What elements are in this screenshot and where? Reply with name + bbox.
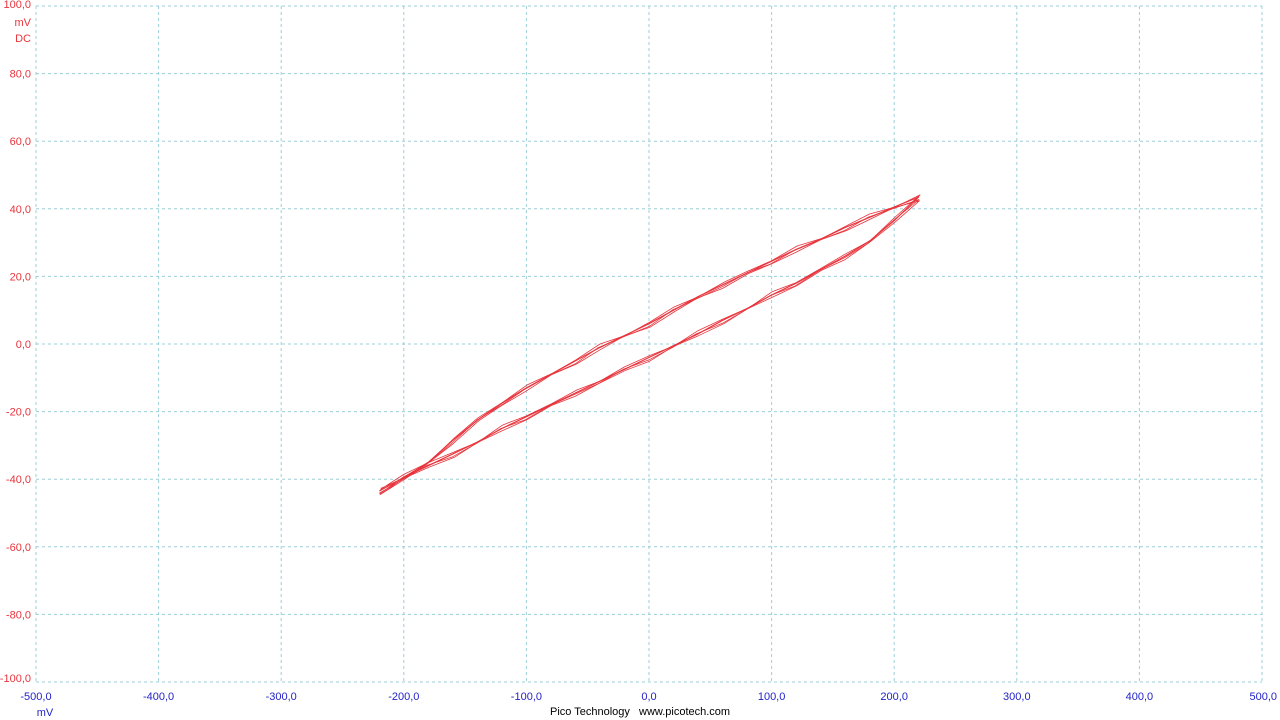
x-tick-label: -100,0 (511, 691, 542, 703)
x-tick-label: -300,0 (266, 691, 297, 703)
x-axis-tick-labels: -500,0 -400,0 -300,0 -200,0 -100,0 0,0 100,0 20… (20, 691, 1277, 703)
x-tick-label: 0,0 (641, 691, 656, 703)
y-tick-label: -80,0 (6, 609, 31, 621)
y-tick-label: -40,0 (6, 474, 31, 486)
y-tick-label: -20,0 (6, 407, 31, 419)
x-tick-label: -200,0 (388, 691, 419, 703)
series-layer (379, 194, 921, 496)
series-trace (380, 194, 921, 490)
y-axis-tick-labels: 100,0 80,0 60,0 40,0 20,0 0,0 -20,0 -40,0 -60,0 -… (0, 0, 31, 685)
x-tick-label: 200,0 (880, 691, 908, 703)
y-tick-label: 20,0 (10, 271, 31, 283)
x-tick-label: 100,0 (758, 691, 786, 703)
x-axis-unit-label: mV (37, 707, 54, 719)
footer-url: www.picotech.com (638, 706, 730, 718)
x-tick-label: 300,0 (1003, 691, 1031, 703)
x-tick-label: -400,0 (143, 691, 174, 703)
y-tick-label: 40,0 (10, 204, 31, 216)
y-axis-coupling-label: DC (15, 33, 31, 45)
series-trace (379, 200, 920, 496)
x-tick-label: -500,0 (20, 691, 51, 703)
y-tick-label: 100,0 (3, 0, 31, 11)
y-axis-unit-label: mV (15, 17, 32, 29)
y-tick-label: -60,0 (6, 542, 31, 554)
footer-brand: Pico Technology (550, 706, 630, 718)
x-tick-label: 500,0 (1249, 691, 1277, 703)
grid-lines (35, 5, 1263, 683)
y-tick-label: 0,0 (16, 339, 31, 351)
y-tick-label: 80,0 (10, 69, 31, 81)
y-tick-label: -100,0 (0, 673, 31, 685)
y-tick-label: 60,0 (10, 136, 31, 148)
x-tick-label: 400,0 (1126, 691, 1154, 703)
